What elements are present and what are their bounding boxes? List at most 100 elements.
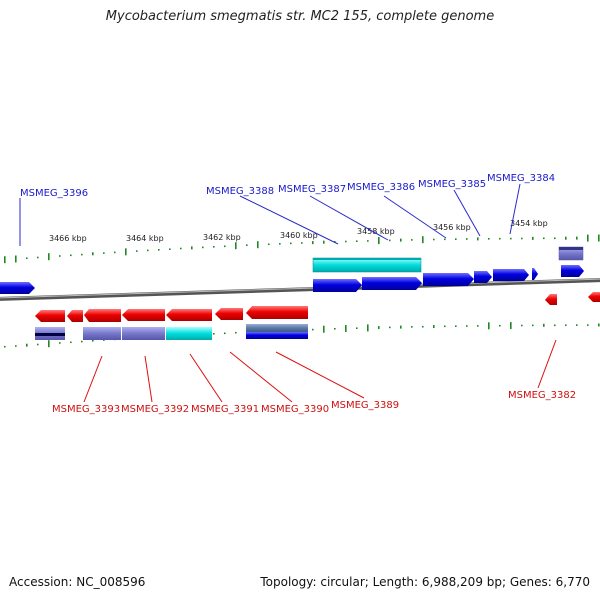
gc-tick: [477, 325, 479, 327]
gc-tick: [59, 255, 61, 257]
reverse-label-leaders: [83, 339, 557, 403]
gc-tick: [202, 246, 204, 249]
gene-arrow-reverse[interactable]: [215, 308, 243, 320]
gc-tick: [455, 238, 457, 240]
gene-label-reverse[interactable]: MSMEG_3389: [331, 400, 399, 411]
gc-tick: [48, 253, 50, 261]
scale-tick-label: 3464 kbp: [126, 234, 164, 243]
gene-label-forward[interactable]: MSMEG_3388: [206, 186, 274, 197]
gene-label-reverse[interactable]: MSMEG_3382: [508, 390, 576, 401]
gene-arrow-reverse[interactable]: [588, 292, 600, 302]
gc-tick: [477, 237, 479, 241]
gene-arrow-forward[interactable]: [532, 268, 538, 280]
gc-tick: [4, 256, 6, 264]
gc-tick: [103, 339, 105, 341]
gc-tick: [279, 243, 281, 245]
gc-tick: [576, 236, 578, 240]
gc-tick: [301, 242, 303, 244]
gc-tick: [400, 325, 402, 329]
cds-feature[interactable]: [166, 327, 212, 340]
gene-arrow-forward[interactable]: [493, 269, 529, 281]
scale-tick-label: 3458 kbp: [357, 227, 395, 236]
gene-arrow-reverse[interactable]: [67, 310, 83, 322]
gc-tick: [455, 325, 457, 327]
gc-tick: [598, 234, 600, 242]
gc-tick: [565, 236, 567, 240]
gene-label-forward[interactable]: MSMEG_3386: [347, 182, 415, 193]
gc-tick: [488, 322, 490, 330]
gc-tick: [235, 242, 237, 250]
gc-tick: [356, 327, 358, 329]
gene-arrow-reverse[interactable]: [246, 306, 308, 319]
gc-tick: [312, 328, 314, 331]
scale-tick-label: 3466 kbp: [49, 234, 87, 243]
gene-label-forward[interactable]: MSMEG_3396: [20, 188, 88, 199]
gc-tick: [70, 341, 72, 344]
scale-tick-label: 3460 kbp: [280, 231, 318, 240]
gene-label-reverse[interactable]: MSMEG_3392: [121, 404, 189, 415]
gene-arrow-forward[interactable]: [474, 271, 492, 283]
gc-tick: [367, 324, 369, 332]
gene-label-forward[interactable]: MSMEG_3387: [278, 184, 346, 195]
gc-tick: [26, 343, 28, 347]
gc-tick: [290, 242, 292, 245]
gc-tick: [422, 236, 424, 244]
gc-tick: [565, 324, 567, 326]
gc-tick: [587, 234, 589, 242]
gc-tick: [103, 252, 105, 254]
other-feature[interactable]: [83, 327, 121, 340]
gene-arrow-reverse[interactable]: [166, 309, 212, 321]
gc-tick: [554, 324, 556, 327]
other-feature[interactable]: [246, 324, 308, 332]
gc-tick: [323, 325, 325, 333]
gc-tick: [521, 324, 523, 327]
gc-tick: [345, 240, 347, 243]
gc-tick: [92, 252, 94, 256]
gc-tick: [70, 254, 72, 257]
gc-tick: [37, 256, 39, 259]
gene-label-reverse[interactable]: MSMEG_3391: [191, 404, 259, 415]
gene-arrow-reverse[interactable]: [35, 310, 65, 322]
gc-tick: [510, 322, 512, 330]
cds-feature[interactable]: [246, 332, 308, 339]
gc-tick: [543, 237, 545, 240]
gc-tick: [356, 240, 358, 242]
gene-label-reverse[interactable]: MSMEG_3393: [52, 404, 120, 415]
gene-arrow-forward[interactable]: [561, 265, 584, 277]
gene-arrow-reverse[interactable]: [84, 309, 121, 322]
gc-tick: [587, 324, 589, 326]
other-feature-band: [35, 333, 65, 336]
gc-tick: [433, 238, 435, 241]
gc-tick: [521, 237, 523, 240]
gc-tick: [213, 246, 215, 248]
gene-arrow-forward[interactable]: [0, 282, 35, 294]
genome-backbone-highlight: [0, 278, 600, 299]
gene-label-reverse[interactable]: MSMEG_3390: [261, 404, 329, 415]
gc-tick: [444, 238, 446, 241]
gene-arrow-reverse[interactable]: [122, 309, 165, 321]
gc-tick: [433, 325, 435, 328]
cds-feature-edge: [313, 258, 421, 260]
gc-tick: [4, 345, 6, 348]
gene-arrow-forward[interactable]: [362, 277, 422, 290]
gc-tick: [158, 249, 160, 251]
gc-tick: [411, 239, 413, 241]
other-feature[interactable]: [122, 327, 165, 340]
forward-feature-track: [312, 246, 584, 273]
gc-tick: [532, 324, 534, 327]
gene-arrow-forward[interactable]: [313, 279, 362, 292]
gene-label-forward[interactable]: MSMEG_3385: [418, 179, 486, 190]
gc-tick: [466, 238, 468, 240]
gc-tick: [213, 333, 215, 335]
reverse-feature-track: [35, 324, 308, 340]
cds-feature[interactable]: [312, 257, 422, 273]
gc-tick: [224, 245, 226, 248]
gc-tick: [444, 325, 446, 328]
gene-arrow-reverse[interactable]: [545, 294, 557, 305]
gc-tick: [224, 332, 226, 335]
gene-label-forward[interactable]: MSMEG_3384: [487, 173, 555, 184]
gc-tick: [268, 243, 270, 246]
scale-tick-label: 3462 kbp: [203, 233, 241, 242]
gene-arrow-forward[interactable]: [423, 273, 474, 286]
